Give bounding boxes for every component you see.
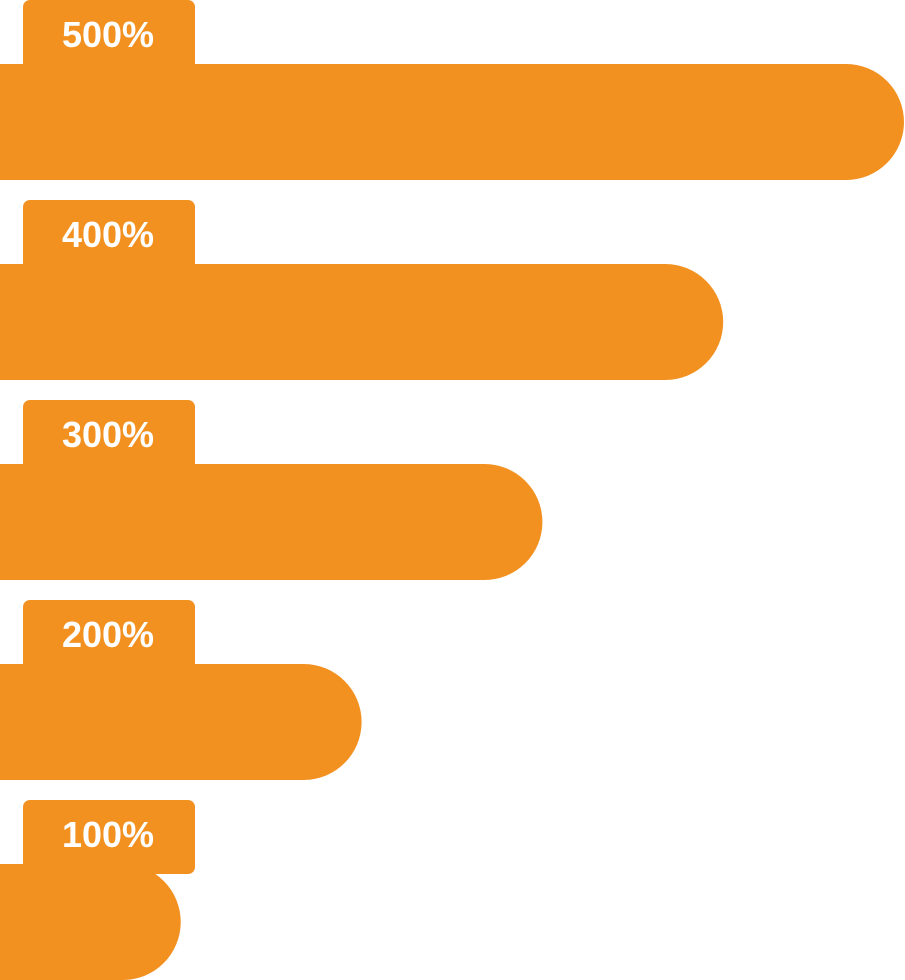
- bar: [0, 464, 543, 580]
- bar-group: 200%: [0, 600, 362, 780]
- bar: [0, 664, 362, 780]
- bar-tab: [23, 0, 195, 74]
- bar-tab: [23, 600, 195, 674]
- bar-label: 300%: [62, 414, 154, 455]
- bar-label: 200%: [62, 614, 154, 655]
- bar-label: 100%: [62, 814, 154, 855]
- bar-group: 300%: [0, 400, 543, 580]
- bar-label: 400%: [62, 214, 154, 255]
- bar-group: 400%: [0, 200, 724, 380]
- bar-group: 100%: [0, 800, 195, 980]
- bar-tab: [23, 200, 195, 274]
- bar: [0, 864, 181, 980]
- bar: [0, 264, 724, 380]
- bar-group: 500%: [0, 0, 904, 180]
- bar-tab: [23, 400, 195, 474]
- bar: [0, 64, 904, 180]
- bar-label: 500%: [62, 14, 154, 55]
- bar-tab: [23, 800, 195, 874]
